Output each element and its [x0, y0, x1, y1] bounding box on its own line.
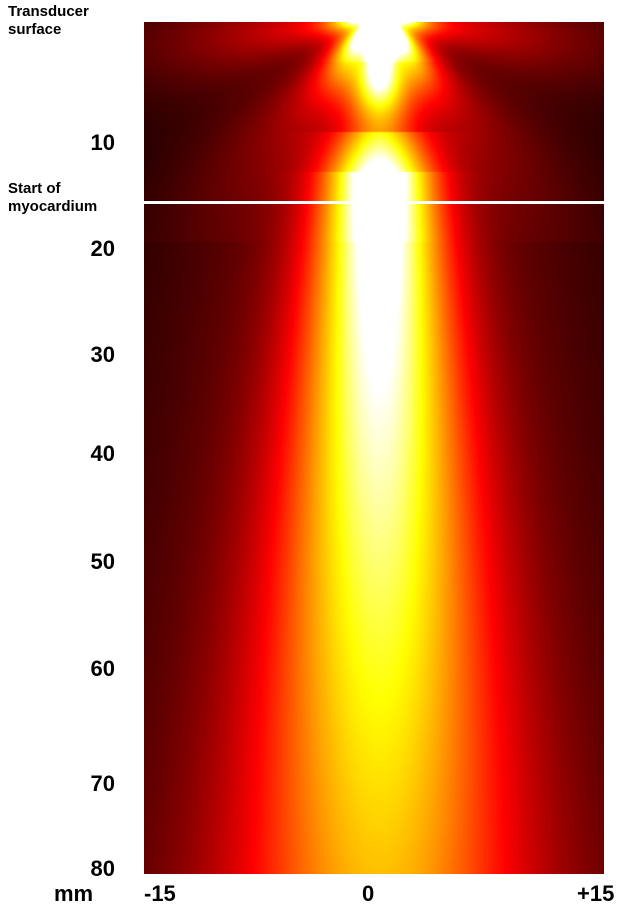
transducer-label: Transducer surface	[8, 3, 89, 39]
y-tick-70: 70	[90, 771, 115, 796]
ultrasound-field-image	[144, 22, 604, 874]
transducer-label-text: Transducer surface	[8, 3, 89, 38]
y-tick-10: 10	[90, 130, 115, 155]
y-tick-40: 40	[90, 441, 115, 466]
y-tick-60: 60	[90, 656, 115, 681]
unit-label: mm	[54, 881, 94, 906]
myocardium-line	[144, 201, 604, 204]
x-tick-left: -15	[144, 881, 176, 906]
y-tick-30: 30	[90, 342, 115, 367]
y-tick-50: 50	[90, 549, 115, 574]
myocardium-label: Start of myocardium	[8, 180, 128, 216]
y-tick-20: 20	[90, 236, 115, 261]
x-tick-right: +15	[577, 881, 615, 906]
myocardium-label-text: Start of myocardium	[8, 180, 98, 215]
x-tick-center: 0	[362, 881, 375, 906]
y-tick-80: 80	[90, 856, 115, 881]
